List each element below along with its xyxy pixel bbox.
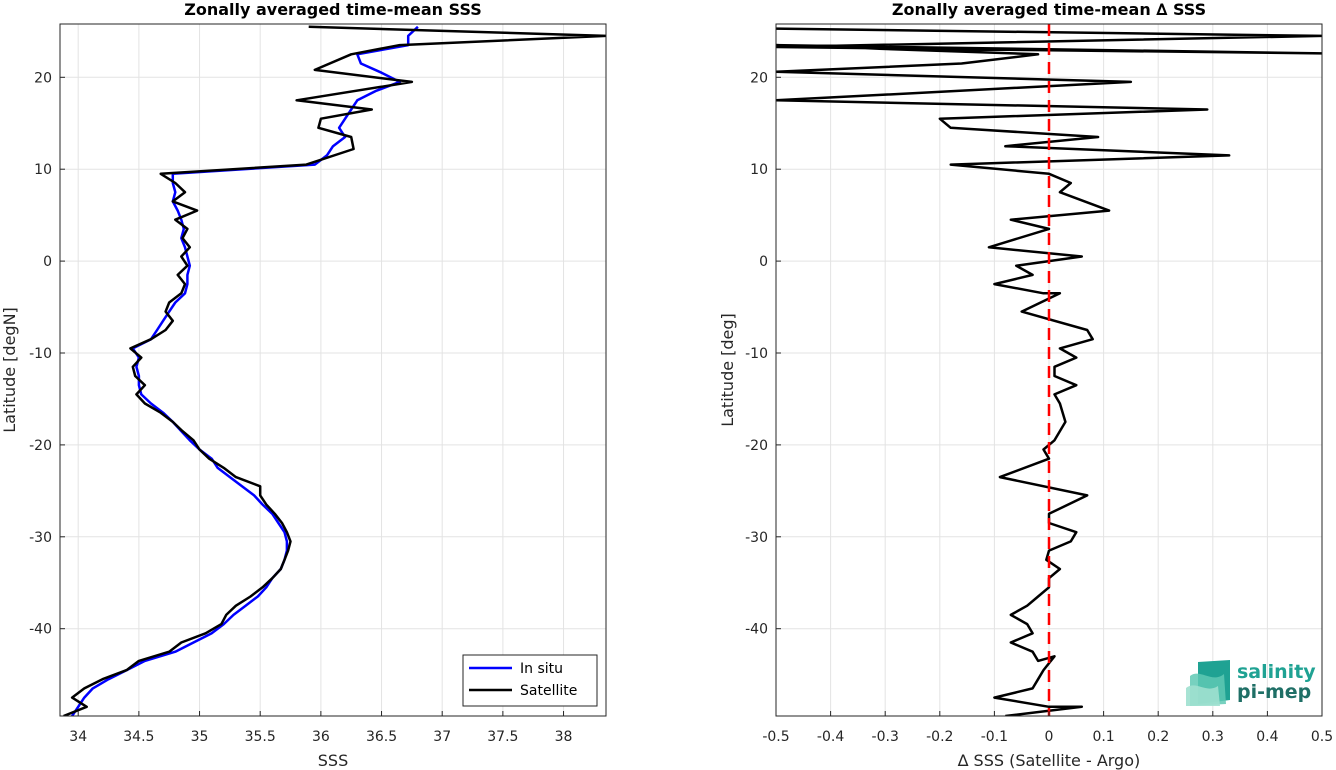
- l-x-tick-label: 36.5: [366, 729, 397, 745]
- l-x-tick-label: 38: [555, 729, 573, 745]
- l-y-tick-label: -30: [29, 530, 52, 546]
- left-gridlines: [60, 24, 606, 716]
- l-y-tick-label: -10: [29, 346, 52, 362]
- r-series-line-0: [776, 27, 1322, 716]
- r-x-tick-label: -0.1: [981, 729, 1008, 745]
- salinity-pi-mep-logo: salinity pi-mep: [1186, 660, 1316, 706]
- legend-box: [462, 654, 598, 707]
- r-x-tick-label: -0.5: [762, 729, 789, 745]
- logo-text-pi-mep: pi-mep: [1237, 681, 1311, 703]
- r-y-tick-label: -20: [745, 438, 768, 454]
- r-y-tick-label: -10: [745, 346, 768, 362]
- l-x-tick-label: 37.5: [487, 729, 518, 745]
- left-y-axis-label: Latitude [degN]: [0, 307, 19, 433]
- l-y-tick-label: -40: [29, 622, 52, 638]
- logo-text-salinity: salinity: [1237, 661, 1316, 683]
- left-series-group: [63, 25, 606, 716]
- l-y-tick-label: 10: [34, 162, 52, 178]
- r-y-tick-label: 10: [750, 162, 768, 178]
- r-y-tick-label: 0: [759, 254, 768, 270]
- right-tick-labels: -0.5 -0.4 -0.3 -0.2 -0.1 0 0.1 0.2 0.3 0.4 0.5 20 10…: [745, 70, 1333, 745]
- r-x-tick-label: 0.5: [1311, 729, 1333, 745]
- left-panel: 34 34.5 35 35.5 36 36.5 37 37.5 38 20 10 0 -10 -20 -30…: [0, 0, 607, 770]
- l-series-line-in-situ: [71, 25, 419, 716]
- right-series-group: [776, 27, 1322, 716]
- l-y-tick-label: 20: [34, 70, 52, 86]
- r-x-tick-label: 0.4: [1256, 729, 1278, 745]
- r-x-tick-label: 0.1: [1092, 729, 1114, 745]
- r-x-tick-label: 0.3: [1202, 729, 1224, 745]
- right-chart-title: Zonally averaged time-mean ∆ SSS: [892, 0, 1206, 19]
- r-x-tick-label: 0: [1045, 729, 1054, 745]
- r-x-tick-label: -0.2: [926, 729, 953, 745]
- r-y-tick-label: 20: [750, 70, 768, 86]
- l-series-line-satellite: [63, 25, 606, 716]
- left-chart-title: Zonally averaged time-mean SSS: [184, 0, 482, 19]
- r-x-tick-label: -0.4: [817, 729, 844, 745]
- r-x-tick-label: 0.2: [1147, 729, 1169, 745]
- right-panel: -0.5 -0.4 -0.3 -0.2 -0.1 0 0.1 0.2 0.3 0.4 0.5 20 10…: [718, 0, 1333, 770]
- legend-label-in-situ: In situ: [520, 661, 563, 677]
- l-x-tick-label: 35: [191, 729, 209, 745]
- r-y-tick-label: -30: [745, 530, 768, 546]
- l-x-tick-label: 34: [69, 729, 87, 745]
- left-axes-box: [59, 23, 607, 717]
- l-y-tick-label: -20: [29, 438, 52, 454]
- l-x-tick-label: 36: [312, 729, 330, 745]
- right-x-axis-label: ∆ SSS (Satellite - Argo): [957, 751, 1141, 770]
- l-x-tick-label: 35.5: [245, 729, 276, 745]
- legend: In situ Satellite: [462, 654, 598, 707]
- wave-logo-icon: [1186, 660, 1230, 706]
- r-x-tick-label: -0.3: [872, 729, 899, 745]
- r-y-tick-label: -40: [745, 622, 768, 638]
- left-x-axis-label: SSS: [318, 751, 348, 770]
- left-plot-area: [60, 24, 606, 716]
- right-y-axis-label: Latitude [deg]: [718, 313, 737, 427]
- legend-label-satellite: Satellite: [520, 683, 577, 699]
- l-y-tick-label: 0: [43, 254, 52, 270]
- l-x-tick-label: 37: [433, 729, 451, 745]
- l-x-tick-label: 34.5: [123, 729, 154, 745]
- left-tick-labels: 34 34.5 35 35.5 36 36.5 37 37.5 38 20 10 0 -10 -20 -30…: [29, 70, 572, 745]
